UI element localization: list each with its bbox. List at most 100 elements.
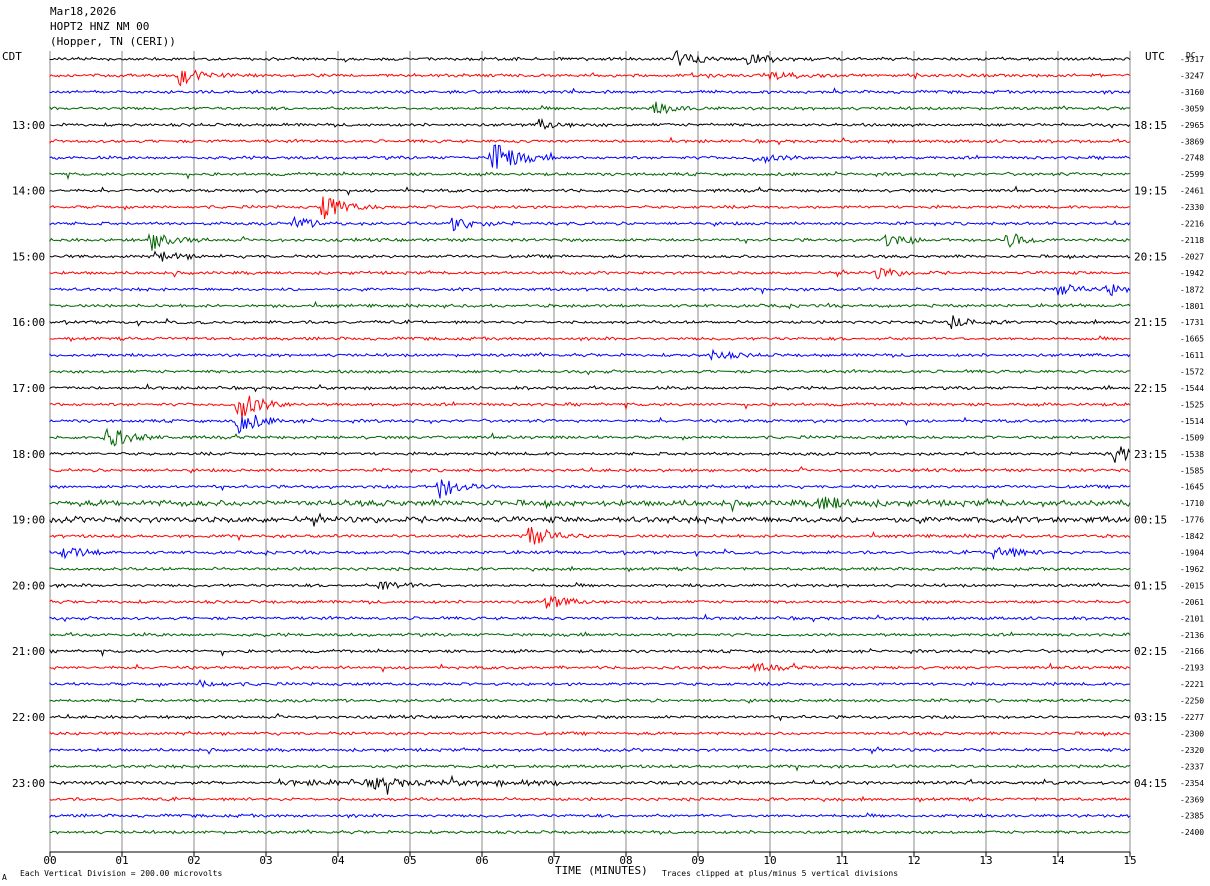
right-hour-label-10: 04:15 [1134, 777, 1167, 790]
right-hour-label-5: 23:15 [1134, 448, 1167, 461]
dc-offset-4: -2965 [1180, 121, 1204, 130]
dc-offset-37: -2193 [1180, 664, 1204, 673]
right-hour-label-3: 21:15 [1134, 316, 1167, 329]
x-tick-label-04: 04 [331, 854, 345, 867]
x-tick-label-12: 12 [907, 854, 920, 867]
trace-21 [49, 395, 1131, 419]
dc-offset-34: -2101 [1180, 614, 1204, 623]
x-tick-label-07: 07 [547, 854, 560, 867]
dc-offset-35: -2136 [1180, 631, 1204, 640]
right-hour-label-4: 22:15 [1134, 382, 1167, 395]
dc-offset-12: -2027 [1180, 252, 1204, 261]
trace-40 [49, 712, 1131, 722]
dc-offset-22: -1514 [1180, 417, 1204, 426]
left-hour-label-10: 23:00 [12, 777, 45, 790]
dc-offset-19: -1572 [1180, 368, 1204, 377]
x-tick-label-15: 15 [1123, 854, 1136, 867]
x-tick-label-00: 00 [43, 854, 56, 867]
x-axis-title: TIME (MINUTES) [555, 864, 648, 877]
date-label: Mar18,2026 [50, 5, 116, 18]
trace-13 [49, 267, 1131, 280]
left-hour-label-6: 19:00 [12, 514, 45, 527]
left-hour-label-7: 20:00 [12, 579, 45, 592]
dc-offset-39: -2250 [1180, 697, 1204, 706]
station-label: HOPT2 HNZ NM 00 [50, 20, 149, 33]
x-tick-label-11: 11 [835, 854, 848, 867]
x-tick-label-08: 08 [619, 854, 632, 867]
x-tick-label-05: 05 [403, 854, 416, 867]
dc-offset-45: -2369 [1180, 795, 1204, 804]
trace-42 [49, 746, 1131, 755]
trace-36 [49, 647, 1130, 658]
dc-offset-29: -1842 [1180, 532, 1204, 541]
right-hour-label-2: 20:15 [1134, 250, 1167, 263]
dc-offset-30: -1904 [1180, 549, 1204, 558]
dc-label: DC [1186, 51, 1196, 60]
dc-offset-31: -1962 [1180, 565, 1204, 574]
dc-offset-24: -1538 [1180, 450, 1204, 459]
dc-offset-41: -2300 [1180, 729, 1204, 738]
trace-26 [49, 479, 1131, 499]
trace-27 [49, 496, 1131, 513]
trace-18 [49, 348, 1131, 361]
trace-29 [49, 526, 1131, 545]
trace-14 [49, 283, 1131, 297]
right-hour-label-0: 18:15 [1134, 119, 1167, 132]
dc-offset-33: -2061 [1180, 598, 1204, 607]
scale-note: Each Vertical Division = 200.00 microvol… [20, 869, 222, 878]
dc-offset-42: -2320 [1180, 746, 1204, 755]
trace-31 [49, 565, 1131, 573]
left-hour-label-2: 15:00 [12, 250, 45, 263]
left-hour-label-3: 16:00 [12, 316, 45, 329]
trace-30 [49, 546, 1131, 561]
trace-25 [49, 466, 1131, 474]
trace-44 [49, 774, 1131, 795]
dc-offset-9: -2330 [1180, 203, 1204, 212]
trace-2 [49, 87, 1131, 95]
trace-46 [49, 812, 1131, 819]
trace-37 [49, 662, 1131, 673]
dc-offset-7: -2599 [1180, 170, 1204, 179]
trace-41 [49, 730, 1131, 737]
dc-offset-13: -1942 [1180, 269, 1204, 278]
trace-6 [49, 144, 1131, 169]
traces-group [49, 49, 1131, 835]
dc-offset-20: -1544 [1180, 384, 1204, 393]
dc-offset-25: -1585 [1180, 466, 1204, 475]
trace-15 [49, 300, 1131, 310]
right-hour-label-6: 00:15 [1134, 514, 1167, 527]
x-tick-label-01: 01 [115, 854, 128, 867]
trace-7 [49, 170, 1131, 181]
dc-offset-18: -1611 [1180, 351, 1204, 360]
trace-10 [49, 215, 1131, 232]
left-hour-label-9: 22:00 [12, 711, 45, 724]
trace-8 [49, 185, 1131, 196]
right-hour-label-9: 03:15 [1134, 711, 1167, 724]
left-timezone-label: CDT [2, 50, 22, 63]
dc-offset-26: -1645 [1180, 483, 1204, 492]
dc-offset-27: -1710 [1180, 499, 1204, 508]
dc-offset-16: -1731 [1180, 318, 1204, 327]
dc-offset-38: -2221 [1180, 680, 1204, 689]
dc-offset-14: -1872 [1180, 285, 1204, 294]
trace-22 [49, 414, 1131, 435]
dc-offset-5: -3869 [1180, 137, 1204, 146]
trace-32 [49, 581, 1131, 590]
trace-5 [49, 136, 1131, 146]
trace-20 [49, 383, 1131, 393]
right-hour-label-7: 01:15 [1134, 579, 1167, 592]
dc-offset-6: -2748 [1180, 154, 1204, 163]
right-hour-label-1: 19:15 [1134, 185, 1167, 198]
dc-offset-labels: -3317 -3247 -3160 -3059 -2965 -3869 -2748 -2599… [1180, 55, 1204, 837]
dc-offset-1: -3247 [1180, 72, 1204, 81]
dc-offset-44: -2354 [1180, 779, 1204, 788]
trace-33 [49, 595, 1131, 609]
dc-offset-40: -2277 [1180, 713, 1204, 722]
left-hour-label-0: 13:00 [12, 119, 45, 132]
trace-16 [49, 315, 1131, 330]
dc-offset-28: -1776 [1180, 516, 1204, 525]
trace-19 [49, 368, 1131, 376]
trace-1 [49, 69, 1131, 87]
x-tick-label-09: 09 [691, 854, 704, 867]
